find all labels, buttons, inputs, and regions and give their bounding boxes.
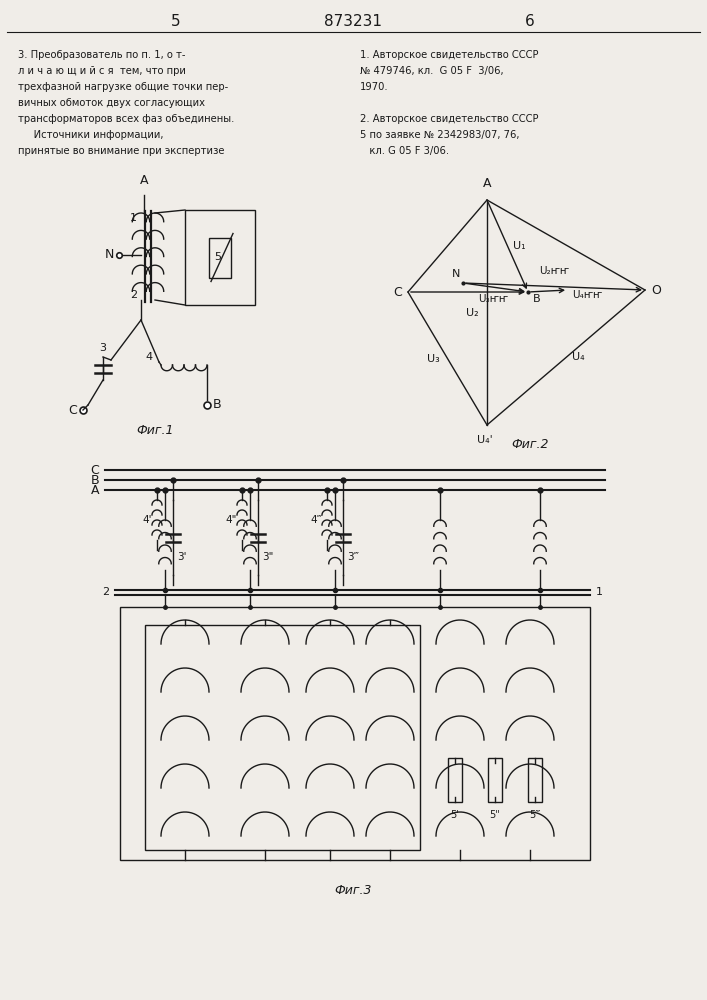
Text: 1: 1 [130, 213, 137, 223]
Text: трансформаторов всех фаз объединены.: трансформаторов всех фаз объединены. [18, 114, 235, 124]
Bar [488, 758, 502, 802]
Text: 5": 5" [490, 810, 501, 820]
Text: A: A [140, 174, 148, 187]
Text: C: C [69, 403, 77, 416]
Text: 6: 6 [525, 14, 535, 29]
Text: U₄ҥҥ: U₄ҥҥ [572, 290, 602, 300]
Text: B: B [90, 474, 99, 487]
Text: Фиг.2: Фиг.2 [511, 438, 549, 452]
Text: 2. Авторское свидетельство СССР: 2. Авторское свидетельство СССР [360, 114, 539, 124]
Text: принятые во внимание при экспертизе: принятые во внимание при экспертизе [18, 146, 225, 156]
Text: Фиг.1: Фиг.1 [136, 424, 174, 436]
Text: U₂ҥҥ: U₂ҥҥ [539, 266, 569, 276]
Text: C: C [393, 286, 402, 298]
Text: U₄': U₄' [477, 435, 493, 445]
Text: 5‴: 5‴ [530, 810, 541, 820]
Text: 3. Преобразователь по п. 1, о т-: 3. Преобразователь по п. 1, о т- [18, 50, 185, 60]
Text: B: B [533, 294, 541, 304]
Bar [528, 758, 542, 802]
Text: B: B [213, 398, 221, 412]
Bar [448, 758, 462, 802]
Text: Источники информации,: Источники информации, [18, 130, 163, 140]
Text: Фиг.3: Фиг.3 [334, 884, 372, 896]
Text: 1970.: 1970. [360, 82, 389, 92]
Text: 5': 5' [450, 810, 460, 820]
Text: 4‴: 4‴ [310, 515, 322, 525]
Text: N: N [105, 248, 114, 261]
Text: 5: 5 [171, 14, 181, 29]
Text: U₂: U₂ [467, 308, 479, 318]
Text: № 479746, кл.  G 05 F  3/06,: № 479746, кл. G 05 F 3/06, [360, 66, 503, 76]
Text: O: O [651, 284, 661, 296]
Bar [145, 625, 420, 850]
Text: 873231: 873231 [324, 14, 382, 29]
Text: вичных обмоток двух согласующих: вичных обмоток двух согласующих [18, 98, 205, 108]
Text: 3‴: 3‴ [347, 552, 359, 562]
Text: 1: 1 [596, 587, 603, 597]
Text: 3: 3 [99, 343, 106, 353]
Text: 5 по заявке № 2342983/07, 76,: 5 по заявке № 2342983/07, 76, [360, 130, 520, 140]
Text: U₁: U₁ [513, 241, 526, 251]
Text: U₃ҥҥ: U₃ҥҥ [479, 294, 508, 304]
Text: U₃: U₃ [427, 354, 440, 363]
Text: 1. Авторское свидетельство СССР: 1. Авторское свидетельство СССР [360, 50, 539, 60]
Text: кл. G 05 F 3/06.: кл. G 05 F 3/06. [360, 146, 449, 156]
Bar [209, 237, 231, 277]
Text: 3": 3" [262, 552, 274, 562]
Text: 4: 4 [146, 352, 153, 362]
Bar [120, 607, 590, 860]
Text: U₄: U₄ [572, 353, 585, 362]
Text: 3': 3' [177, 552, 187, 562]
Text: N: N [452, 269, 460, 279]
Text: 4": 4" [226, 515, 237, 525]
Text: A: A [90, 484, 99, 496]
Text: л и ч а ю щ и й с я  тем, что при: л и ч а ю щ и й с я тем, что при [18, 66, 186, 76]
Bar [185, 210, 255, 305]
Text: 2: 2 [102, 587, 109, 597]
Text: A: A [483, 177, 491, 190]
Text: 2: 2 [130, 290, 137, 300]
Text: трехфазной нагрузке общие точки пер-: трехфазной нагрузке общие точки пер- [18, 82, 228, 92]
Text: 5: 5 [214, 252, 221, 262]
Text: 4': 4' [143, 515, 152, 525]
Text: C: C [90, 464, 99, 477]
